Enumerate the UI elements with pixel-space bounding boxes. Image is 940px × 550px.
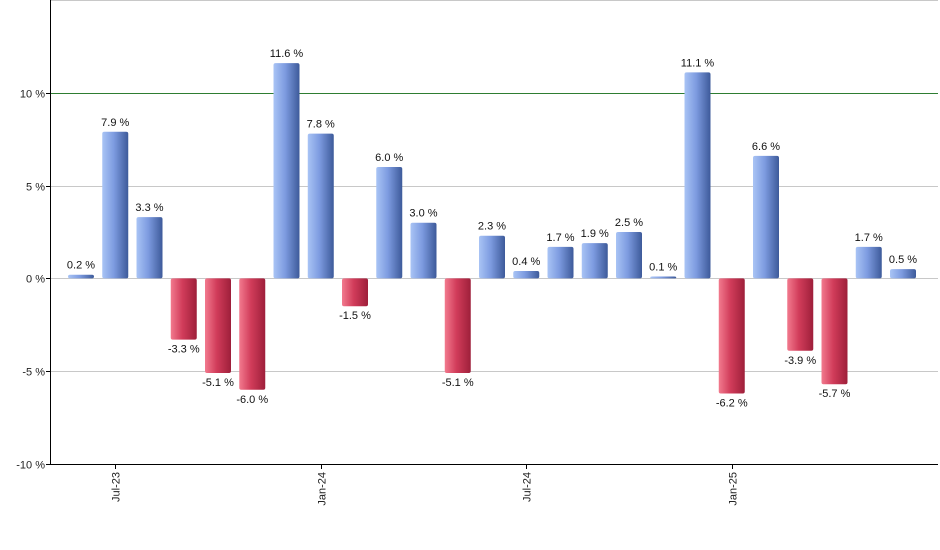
data-label-8: -1.5 % <box>339 310 371 322</box>
bar-10 <box>410 222 437 279</box>
y-tick-label: 5 % <box>26 182 45 194</box>
y-tick-label: 0 % <box>26 274 45 286</box>
bars <box>68 63 916 394</box>
data-label-3: -3.3 % <box>168 344 200 356</box>
axes: 10 % 5 % 0 % -5 % -10 % Jul-23 Jan-24 Jul-24 Jan… <box>16 0 938 506</box>
data-label-0: 0.2 % <box>67 260 95 272</box>
x-tick-label: Jul-24 <box>522 472 534 502</box>
data-label-24: 0.5 % <box>889 254 917 266</box>
bar-21 <box>787 278 814 351</box>
x-tick-label: Jan-24 <box>317 472 329 506</box>
bar-24 <box>890 269 916 279</box>
data-label-22: -5.7 % <box>819 388 851 400</box>
y-tick-label: 10 % <box>20 89 45 101</box>
bar-12 <box>479 235 505 279</box>
bar-8 <box>342 278 368 307</box>
bar-6 <box>273 63 300 279</box>
data-label-21: -3.9 % <box>784 355 816 367</box>
bar-7 <box>307 133 334 279</box>
data-label-6: 11.6 % <box>270 48 304 60</box>
bar-19 <box>718 278 745 394</box>
data-label-15: 1.9 % <box>581 228 609 240</box>
data-label-23: 1.7 % <box>855 232 883 244</box>
data-label-12: 2.3 % <box>478 221 506 233</box>
bar-16 <box>616 232 642 279</box>
bar-1 <box>102 131 129 279</box>
y-tick-label: -10 % <box>16 460 45 472</box>
data-label-16: 2.5 % <box>615 217 643 229</box>
y-tick-label: -5 % <box>22 367 45 379</box>
data-label-11: -5.1 % <box>442 377 474 389</box>
bar-15 <box>581 243 608 279</box>
x-tick-label: Jan-25 <box>728 472 740 506</box>
bar-13 <box>513 270 540 279</box>
data-label-20: 6.6 % <box>752 141 780 153</box>
bar-22 <box>821 278 848 385</box>
data-label-1: 7.9 % <box>101 117 129 129</box>
data-label-19: -6.2 % <box>716 397 748 409</box>
data-label-17: 0.1 % <box>649 262 677 274</box>
bar-23 <box>855 246 882 279</box>
data-label-10: 3.0 % <box>409 208 437 220</box>
data-label-4: -5.1 % <box>202 377 234 389</box>
data-label-18: 11.1 % <box>681 57 715 69</box>
bar-18 <box>684 72 711 279</box>
bar-2 <box>136 217 163 279</box>
bar-0 <box>68 274 94 279</box>
bar-3 <box>170 278 197 340</box>
data-label-2: 3.3 % <box>135 202 163 214</box>
bar-9 <box>376 167 403 279</box>
data-label-13: 0.4 % <box>512 256 540 268</box>
data-label-14: 1.7 % <box>546 232 574 244</box>
bar-20 <box>753 155 779 279</box>
data-label-5: -6.0 % <box>236 394 268 406</box>
data-label-9: 6.0 % <box>375 152 403 164</box>
data-labels: 0.2 %7.9 %3.3 %-3.3 %-5.1 %-6.0 %11.6 %7… <box>67 48 917 409</box>
bar-14 <box>547 246 574 279</box>
bar-11 <box>444 278 471 374</box>
bar-5 <box>239 278 266 390</box>
data-label-7: 7.8 % <box>307 119 335 131</box>
x-tick-label: Jul-23 <box>111 472 123 502</box>
bar-17 <box>650 276 677 279</box>
bar-4 <box>205 278 231 374</box>
